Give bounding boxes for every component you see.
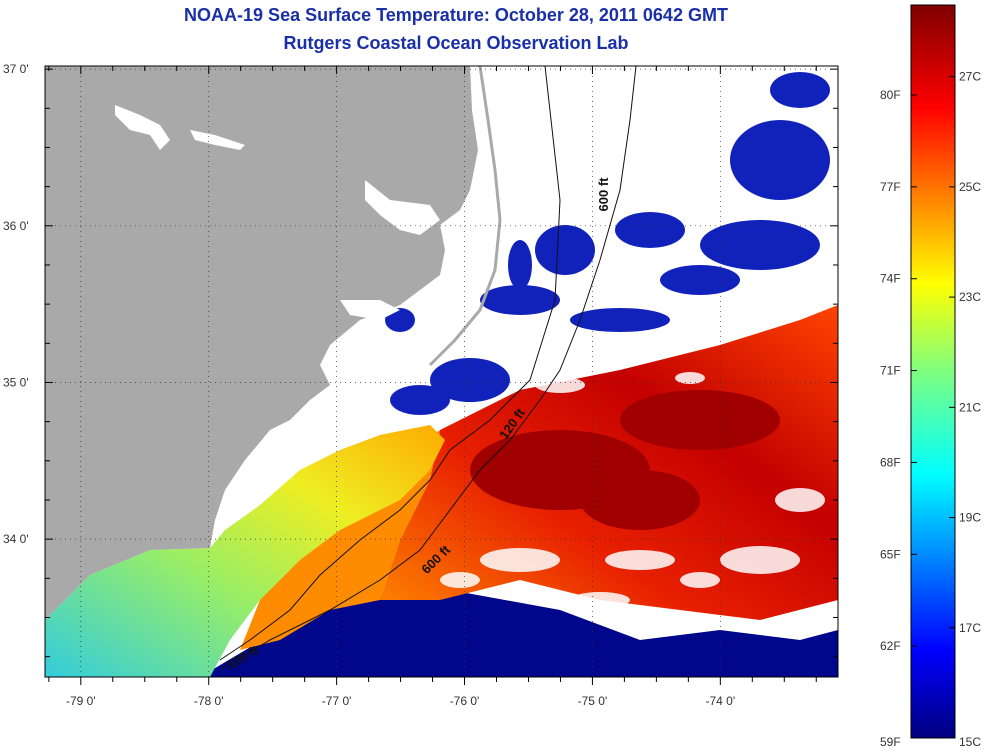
colorbar-celsius-label: 17C [959, 621, 981, 635]
axis-ticks: 37 0' 36 0' 35 0' 34 0' -79 0' -78 0' -77 0' -7… [3, 62, 838, 708]
cold-patches [385, 72, 830, 415]
warm-core-patches [470, 390, 780, 530]
coastal-water-region [45, 425, 445, 677]
colorbar-celsius-label: 15C [959, 735, 981, 749]
colorbar-celsius-label: 25C [959, 180, 981, 194]
lat-tick-label: 36 0' [3, 219, 29, 233]
colorbar [910, 4, 956, 739]
lon-tick-label: -79 0' [66, 694, 96, 708]
colorbar-fahrenheit-label: 80F [880, 88, 901, 102]
sst-image [45, 66, 838, 677]
colorbar-celsius-label: 19C [959, 511, 981, 525]
colorbar-celsius-label: 23C [959, 290, 981, 304]
colorbar-fahrenheit-label: 74F [880, 272, 901, 286]
colorbar-fahrenheit-label: 65F [880, 547, 901, 561]
colorbar-celsius-label: 21C [959, 400, 981, 414]
graticule [45, 66, 838, 677]
cold-water-region [200, 590, 838, 677]
contour-label: 600 ft [596, 177, 611, 212]
lat-tick-label: 35 0' [3, 375, 29, 389]
lon-tick-label: -76 0' [450, 694, 480, 708]
colorbar-fahrenheit-label: 59F [880, 735, 901, 749]
colorbar-fahrenheit-label: 77F [880, 180, 901, 194]
colorbar-fahrenheit-label: 71F [880, 364, 901, 378]
lon-tick-label: -78 0' [194, 694, 224, 708]
colorbar-celsius-label: 27C [959, 70, 981, 84]
lat-tick-label: 37 0' [3, 62, 29, 76]
inland-lakes [115, 105, 440, 320]
map-title: NOAA-19 Sea Surface Temperature: October… [184, 5, 728, 25]
lon-tick-label: -77 0' [322, 694, 352, 708]
colorbar-fahrenheit-label: 68F [880, 455, 901, 469]
lon-tick-label: -75 0' [578, 694, 608, 708]
contour-600ft [219, 66, 637, 671]
map-subtitle: Rutgers Coastal Ocean Observation Lab [283, 33, 629, 53]
contour-120ft [219, 66, 561, 661]
colorbar-labels: 80F 77F 74F 71F 68F 65F 62F 59F 27C 25C 23C 21C 19C 1… [880, 70, 981, 749]
lon-tick-label: -74 0' [706, 694, 736, 708]
map-frame [44, 65, 839, 678]
colorbar-fahrenheit-label: 62F [880, 639, 901, 653]
cloud-specks [440, 372, 825, 608]
outer-banks [428, 66, 502, 367]
lat-tick-label: 34 0' [3, 532, 29, 546]
